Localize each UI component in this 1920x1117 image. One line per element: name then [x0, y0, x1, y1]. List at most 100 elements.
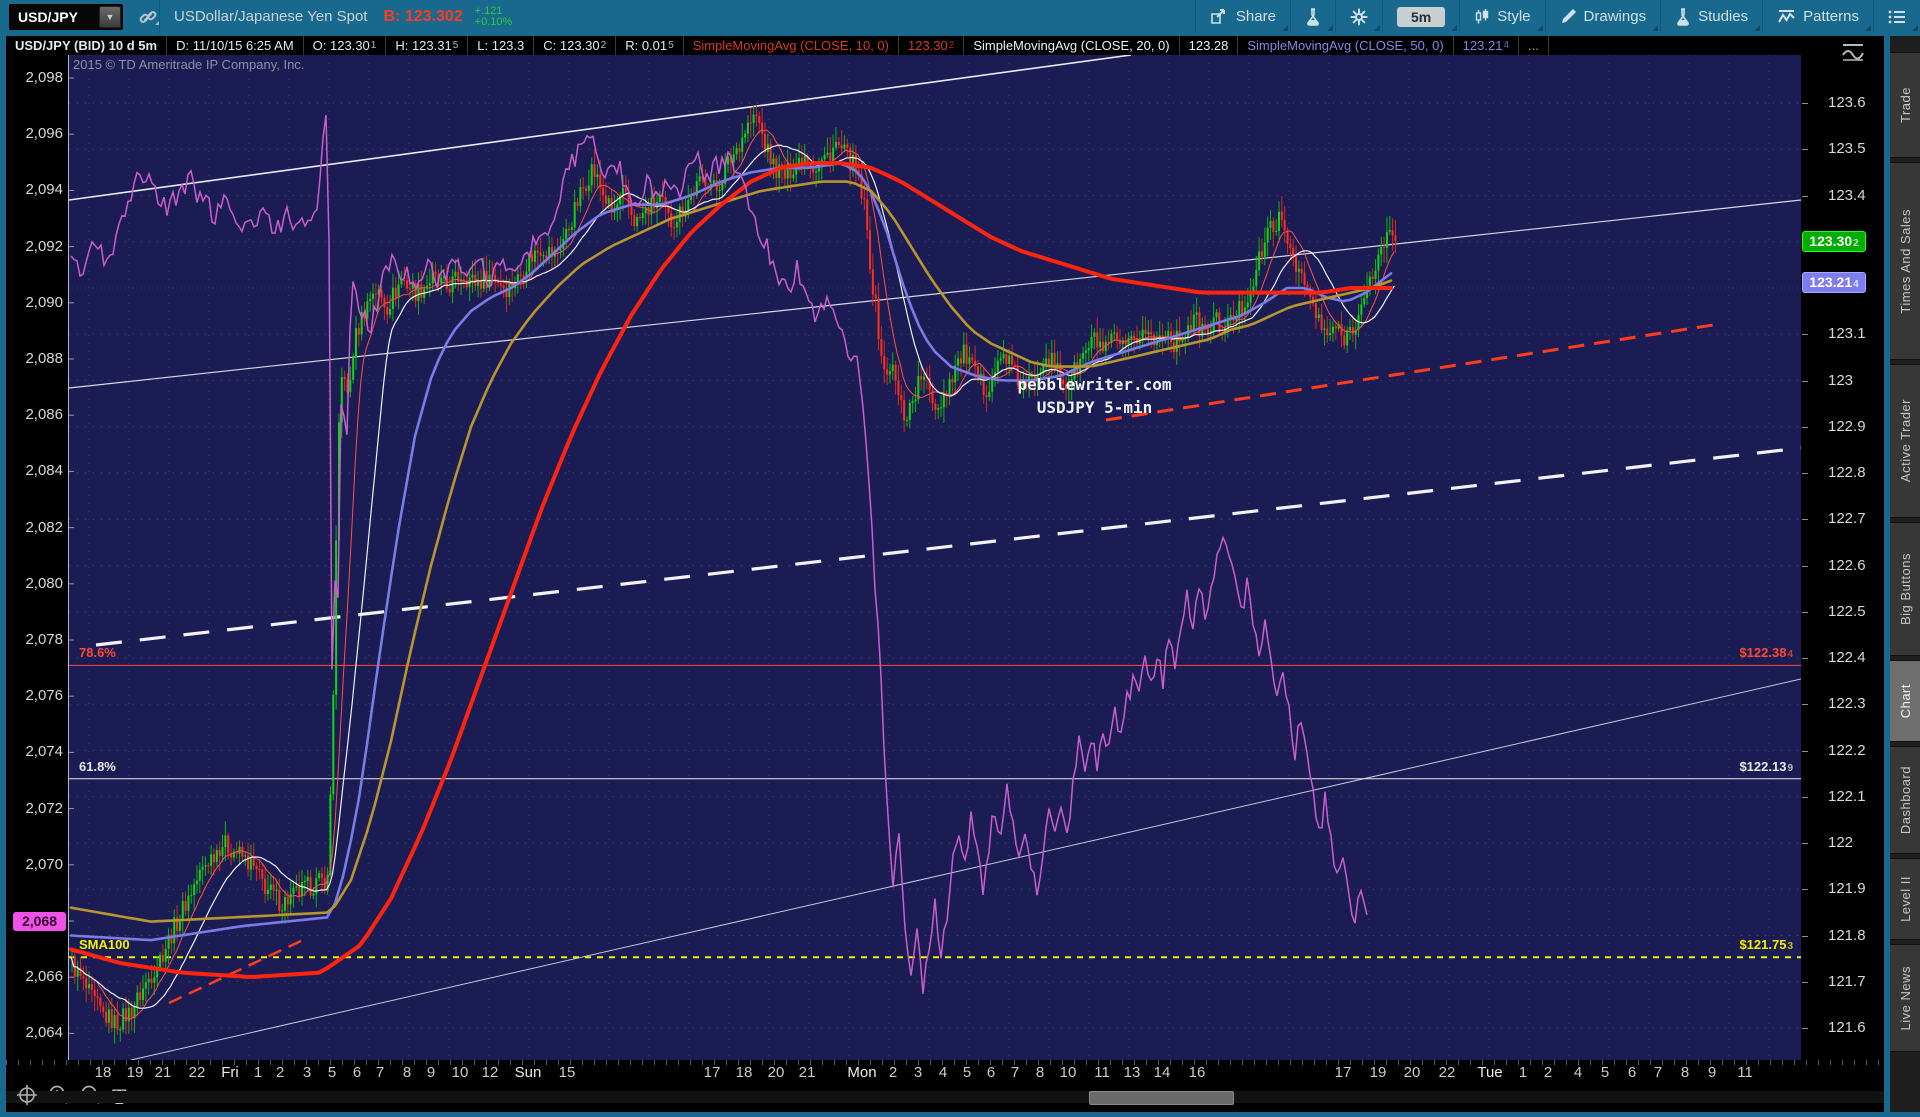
toolbar-divider: [159, 0, 160, 33]
time-label: 4: [938, 1064, 948, 1081]
lower-channel-line[interactable]: [130, 678, 1801, 1060]
left-axis-label: 2,084: [25, 462, 63, 480]
left-axis-label: 2,072: [25, 799, 63, 817]
interval-button[interactable]: 5m: [1383, 0, 1459, 33]
chart-header: USD/JPY (BID) 10 d 5m D: 11/10/15 6:25 A…: [6, 36, 1884, 55]
time-label: 1: [253, 1064, 263, 1081]
time-label: 8: [1680, 1064, 1690, 1081]
time-label: 2: [1543, 1064, 1553, 1081]
sidebar-tab-level-ii[interactable]: Level II: [1890, 858, 1920, 940]
left-axis-label: 2,088: [25, 350, 63, 367]
sidebar-tab-trade[interactable]: Trade: [1890, 52, 1920, 158]
link-icon[interactable]: [137, 6, 159, 28]
right-axis-tick: [1802, 796, 1808, 798]
time-label: 20: [767, 1064, 785, 1081]
settings-button[interactable]: [1336, 0, 1382, 33]
chart-scrollbar-thumb[interactable]: [1089, 1091, 1234, 1105]
sidebar-tab-label: Times And Sales: [1897, 208, 1913, 314]
left-axis-label: 2,066: [25, 968, 63, 986]
quick-study-button[interactable]: [1291, 0, 1335, 33]
share-button[interactable]: Share: [1196, 0, 1290, 33]
last-price-badge-pip: 4: [1853, 279, 1859, 291]
crosshair-tool-button[interactable]: [16, 1084, 38, 1111]
time-label: 3: [913, 1064, 923, 1081]
sidebar-tab-dashboard[interactable]: Dashboard: [1890, 746, 1920, 854]
time-label-day: Tue: [1477, 1064, 1503, 1081]
fib-618-price-pip: 9: [1787, 762, 1793, 774]
sidebar-tab-chart[interactable]: Chart: [1890, 660, 1920, 742]
header-cell-text: R: 0.01: [625, 38, 668, 53]
left-price-axis[interactable]: 2,098 2,096 2,094 2,092 2,090 2,088 2,086 2,084…: [6, 55, 68, 1060]
right-axis-label: 123.4: [1802, 187, 1866, 205]
right-axis-label: 122.1: [1802, 788, 1866, 806]
sma100-daily-price-label: $121.753: [1739, 937, 1793, 953]
sidebar-tab-times-and-sales[interactable]: Times And Sales: [1890, 162, 1920, 360]
patterns-label: Patterns: [1803, 8, 1859, 25]
sma100-daily-price-pip: 3: [1787, 941, 1793, 953]
watermark-text: pebblewriter.com USDJPY 5-min: [1007, 373, 1182, 419]
chart-scale-icon[interactable]: [1840, 40, 1868, 64]
gadget-sidebar: Trade Times And Sales Active Trader Big But…: [1890, 36, 1920, 1112]
header-cell-text: SimpleMovingAvg (CLOSE, 50, 0): [1247, 38, 1444, 53]
price-change: +.121 +0.10%: [475, 5, 513, 28]
chart-title: USD/JPY (BID) 10 d 5m: [6, 36, 168, 55]
time-label: 12: [481, 1064, 499, 1081]
right-axis-tick: [1802, 889, 1808, 891]
style-button[interactable]: Style: [1460, 0, 1544, 33]
left-axis-label: 2,096: [25, 125, 63, 143]
sidebar-tab-active-trader[interactable]: Active Trader: [1890, 364, 1920, 518]
fib-618-price-text: $122.13: [1739, 758, 1787, 774]
share-icon: [1211, 8, 1225, 24]
patterns-icon: [1778, 9, 1795, 22]
sidebar-tab-label: Trade: [1897, 87, 1913, 123]
fib-786-label: 78.6%: [79, 645, 116, 661]
header-cell: SimpleMovingAvg (CLOSE, 10, 0): [684, 36, 899, 55]
sma20-line: [70, 144, 1395, 1009]
chart-plot-area[interactable]: 2015 © TD Ameritrade IP Company, Inc. pe…: [68, 55, 1801, 1060]
symbol-description: USDollar/Japanese Yen Spot: [174, 8, 368, 25]
studies-button[interactable]: Studies: [1661, 0, 1762, 33]
time-label: 5: [1600, 1064, 1610, 1081]
interval-value: 5m: [1396, 6, 1446, 27]
time-label: 18: [94, 1064, 112, 1081]
time-axis-ticks: [6, 1060, 1884, 1065]
time-label: 21: [154, 1064, 172, 1081]
left-axis-label: 2,080: [25, 574, 63, 592]
right-axis-label: 121.9: [1802, 880, 1866, 898]
symbol-selector[interactable]: USD/JPY ▼: [9, 3, 123, 30]
time-label: 3: [302, 1064, 312, 1081]
patterns-button[interactable]: Patterns: [1763, 0, 1873, 33]
right-axis-tick: [1802, 843, 1808, 844]
right-price-axis[interactable]: 123.6123.5123.4123.3123.2123.1123122.912…: [1800, 55, 1884, 1060]
white-dashed-line[interactable]: [95, 446, 1801, 647]
drawings-label: Drawings: [1583, 8, 1647, 25]
time-label: 2: [275, 1064, 285, 1081]
sidebar-tab-big-buttons[interactable]: Big Buttons: [1890, 522, 1920, 656]
upper-channel-line[interactable]: [69, 55, 1132, 201]
fib-786-price-text: $122.38: [1739, 645, 1787, 661]
right-axis-tick: [1802, 426, 1808, 428]
header-cell-text: SimpleMovingAvg (CLOSE, 20, 0): [973, 38, 1170, 53]
header-cell-text: ...: [1528, 38, 1539, 53]
drawings-button[interactable]: Drawings: [1546, 0, 1661, 33]
mid-channel-line[interactable]: [69, 199, 1801, 389]
sidebar-tab-live-news[interactable]: Live News: [1890, 944, 1920, 1052]
left-axis-label: 2,064: [25, 1024, 63, 1042]
chart-scrollbar-track[interactable]: [6, 1091, 1884, 1103]
left-axis-label: 2,082: [25, 518, 63, 536]
chart-menu-button[interactable]: [1874, 0, 1920, 33]
symbol-dropdown-arrow[interactable]: ▼: [99, 5, 121, 28]
red-dashed-line[interactable]: [1105, 323, 1714, 422]
studies-label: Studies: [1698, 8, 1749, 25]
header-cell-pip: 2: [600, 40, 607, 51]
time-label: 10: [451, 1064, 469, 1081]
right-axis-label: 123.5: [1802, 140, 1866, 158]
time-axis[interactable]: 18 19 21 22 Fri 1 2 3 5 6 7 8 9 10 12 Sun 15 17 18 20 21 Mon 2…: [6, 1060, 1884, 1082]
overlay-value-badge-text: 2,068: [21, 912, 58, 929]
last-price-badge-text: 123.21: [1809, 274, 1853, 291]
right-axis-label: 121.8: [1802, 927, 1866, 945]
red-segment-line[interactable]: [168, 938, 304, 1005]
grid-lines: [69, 55, 1801, 1060]
right-axis-label: 122: [1802, 834, 1853, 852]
gear-icon: [1350, 8, 1368, 25]
